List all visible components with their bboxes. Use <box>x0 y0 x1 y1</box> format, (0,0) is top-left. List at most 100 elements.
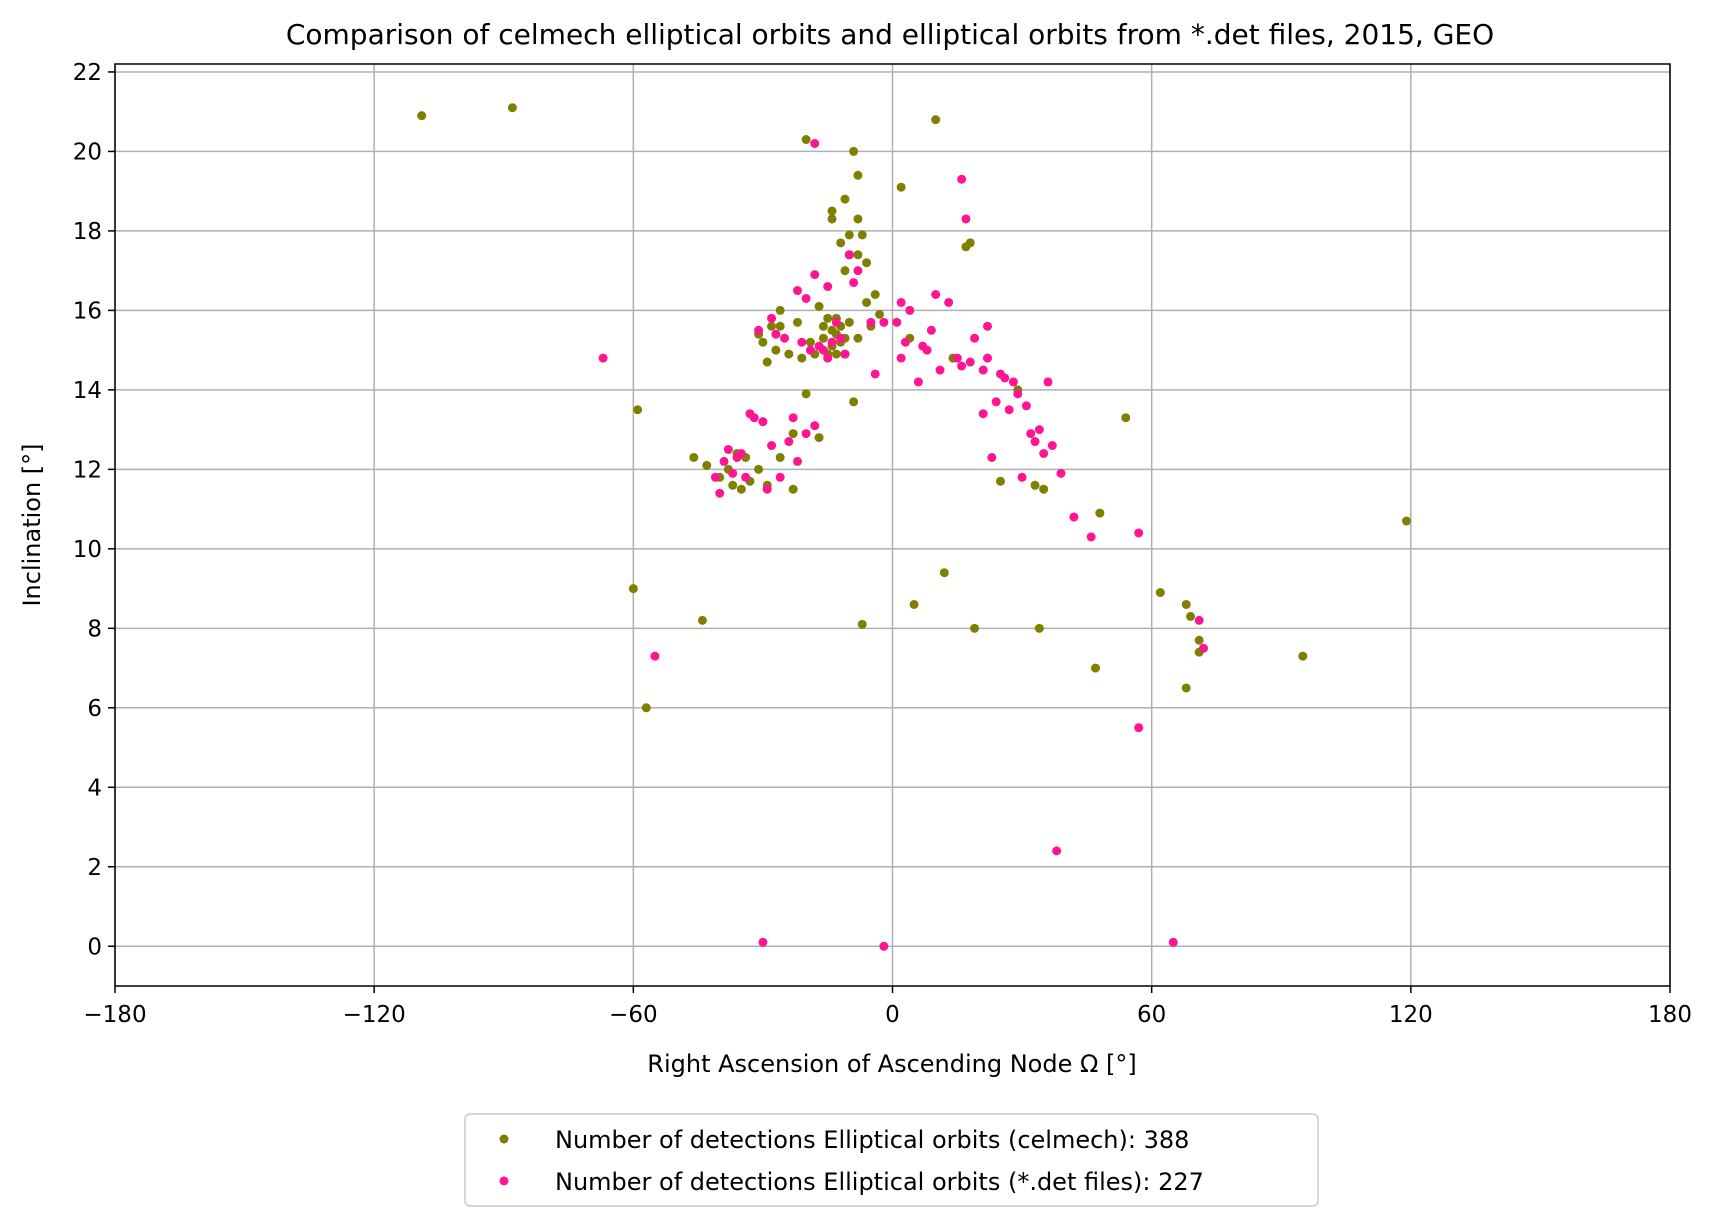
data-point <box>814 433 824 443</box>
x-tick-label: −60 <box>609 1002 658 1028</box>
data-point <box>1030 480 1040 490</box>
data-point <box>810 138 820 148</box>
legend-marker-celmech <box>499 1134 509 1144</box>
data-point <box>849 146 859 156</box>
data-point <box>983 321 993 331</box>
data-point <box>870 290 880 299</box>
data-point <box>870 369 880 379</box>
y-tick-label: 16 <box>73 298 102 324</box>
data-point <box>922 345 932 355</box>
data-point <box>710 472 720 482</box>
data-point <box>805 337 815 347</box>
series-0 <box>417 103 1412 713</box>
data-point <box>780 333 790 343</box>
data-point <box>801 135 811 145</box>
data-point <box>749 413 759 423</box>
data-point <box>1086 532 1096 542</box>
data-point <box>823 282 833 292</box>
x-tick-label: 60 <box>1137 1002 1166 1028</box>
data-point <box>741 472 751 482</box>
y-tick-label: 2 <box>87 855 102 881</box>
data-point <box>1026 429 1036 439</box>
data-points <box>417 103 1412 951</box>
data-point <box>1298 651 1308 661</box>
data-point <box>995 476 1005 486</box>
data-point <box>1008 377 1018 387</box>
data-point <box>849 397 859 407</box>
data-point <box>697 615 707 625</box>
data-point <box>797 353 807 363</box>
data-point <box>689 452 699 462</box>
data-point <box>896 182 906 192</box>
data-point <box>836 333 846 343</box>
data-point <box>983 353 993 363</box>
chart-title: Comparison of celmech elliptical orbits … <box>286 18 1494 51</box>
data-point <box>1194 635 1204 645</box>
data-point <box>1000 373 1010 383</box>
data-point <box>702 460 712 470</box>
data-point <box>728 480 738 490</box>
data-point <box>788 429 798 439</box>
data-point <box>1034 623 1044 633</box>
data-point <box>853 333 863 343</box>
data-point <box>775 452 785 462</box>
data-point <box>965 357 975 367</box>
x-axis-ticks: −180 −120 −60 0 60 120 180 <box>83 986 1692 1028</box>
data-point <box>879 941 889 951</box>
data-point <box>853 214 863 224</box>
data-point <box>836 238 846 248</box>
data-point <box>1039 484 1049 494</box>
data-point <box>775 305 785 315</box>
data-point <box>853 170 863 180</box>
data-point <box>952 353 962 363</box>
y-tick-label: 22 <box>73 60 102 86</box>
data-point <box>1069 512 1079 522</box>
data-point <box>1021 401 1031 411</box>
data-point <box>633 405 643 415</box>
data-point <box>931 290 941 299</box>
data-point <box>771 329 781 339</box>
legend-marker-det-files <box>499 1176 509 1186</box>
data-point <box>970 623 980 633</box>
data-point <box>857 619 867 629</box>
data-point <box>840 194 850 204</box>
data-point <box>736 484 746 494</box>
data-point <box>896 297 906 307</box>
x-tick-label: 120 <box>1389 1002 1433 1028</box>
data-point <box>792 456 802 466</box>
data-point <box>1056 468 1066 478</box>
data-point <box>801 389 811 399</box>
data-point <box>1034 425 1044 435</box>
y-tick-label: 20 <box>73 139 102 165</box>
data-point <box>957 174 967 184</box>
data-point <box>944 297 954 307</box>
data-point <box>844 230 854 240</box>
data-point <box>767 313 777 323</box>
data-point <box>1013 389 1023 399</box>
data-point <box>775 472 785 482</box>
data-point <box>818 345 828 355</box>
data-point <box>1052 846 1062 856</box>
data-point <box>788 413 798 423</box>
y-tick-label: 0 <box>87 934 102 960</box>
data-point <box>831 317 841 327</box>
data-point <box>1186 611 1196 621</box>
data-point <box>758 417 768 427</box>
y-tick-label: 6 <box>87 696 102 722</box>
data-point <box>1047 441 1057 451</box>
data-point <box>650 651 660 661</box>
data-point <box>784 437 794 447</box>
data-point <box>801 293 811 303</box>
x-tick-label: −180 <box>83 1002 146 1028</box>
data-point <box>1039 448 1049 458</box>
data-point <box>810 270 820 280</box>
data-point <box>892 317 902 327</box>
data-point <box>723 444 733 454</box>
data-point <box>728 468 738 478</box>
y-tick-label: 10 <box>73 537 102 563</box>
data-point <box>758 337 768 347</box>
data-point <box>978 365 988 375</box>
data-point <box>754 325 764 335</box>
